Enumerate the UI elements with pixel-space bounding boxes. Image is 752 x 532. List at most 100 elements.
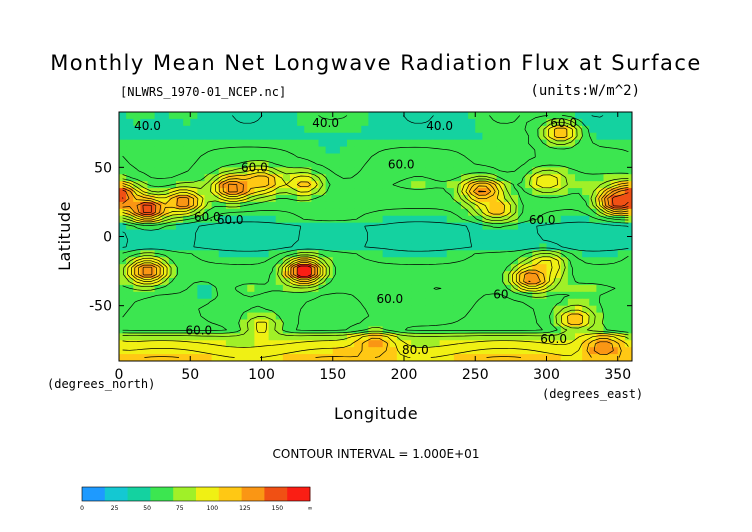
heatmap-cell [304, 250, 312, 258]
heatmap-cell [190, 291, 198, 300]
heatmap-cell [453, 264, 462, 272]
heatmap-cell [432, 278, 441, 286]
heatmap-cell [168, 354, 177, 361]
heatmap-cell [610, 112, 619, 120]
heatmap-cell [553, 132, 562, 141]
heatmap-cell [553, 243, 562, 251]
heatmap-cell [325, 319, 334, 328]
heatmap-cell [368, 319, 377, 328]
heatmap-cell [382, 264, 391, 272]
heatmap-cell [161, 118, 170, 127]
heatmap-cell [254, 132, 263, 141]
heatmap-cell [404, 347, 412, 355]
heatmap-cell [233, 250, 241, 258]
heatmap-cell [589, 118, 597, 127]
heatmap-cell [603, 174, 612, 182]
contour-label: 40.0 [312, 116, 339, 130]
heatmap-cell [461, 167, 469, 175]
heatmap-cell [347, 236, 355, 245]
heatmap-cell [368, 167, 377, 175]
heatmap-cell [268, 236, 277, 245]
heatmap-cell [553, 229, 562, 238]
contour-line [122, 181, 629, 355]
heatmap-cell [161, 340, 170, 348]
heatmap-cell [539, 132, 548, 141]
heatmap-cell [389, 188, 398, 196]
heatmap-cell [147, 118, 156, 127]
heatmap-cell [532, 139, 540, 148]
heatmap-cell [468, 222, 476, 231]
heatmap-cell [282, 167, 291, 175]
heatmap-cell [218, 236, 227, 245]
heatmap-cell [147, 132, 156, 141]
heatmap-cell [582, 201, 590, 210]
heatmap-cell [375, 257, 384, 265]
heatmap-cell [603, 112, 612, 120]
heatmap-cell [610, 174, 619, 182]
heatmap-cell [147, 284, 156, 293]
heatmap-cell [318, 257, 327, 265]
heatmap-cell [603, 305, 612, 314]
heatmap-cell [290, 195, 298, 203]
heatmap-cell [425, 229, 434, 238]
heatmap-cell [275, 333, 284, 341]
heatmap-cell [461, 319, 469, 328]
heatmap-cell [589, 347, 597, 355]
heatmap-cell [453, 347, 462, 355]
colorbar-frame [81, 486, 311, 502]
heatmap-cell [304, 146, 312, 155]
heatmap-cell [147, 291, 156, 300]
heatmap-cell [532, 112, 540, 120]
heatmap-cell [240, 250, 248, 258]
heatmap-cell [247, 243, 255, 251]
heatmap-cell [218, 181, 227, 189]
heatmap-cell [361, 229, 369, 238]
y-axis-label: Latitude [55, 201, 74, 271]
heatmap-cell [133, 271, 141, 279]
heatmap-cell [147, 174, 156, 182]
heatmap-cell [197, 132, 206, 141]
heatmap-cell [225, 340, 234, 348]
heatmap-cell [518, 215, 526, 224]
heatmap-cell [382, 215, 391, 224]
heatmap-cell [396, 312, 405, 321]
heatmap-cell [168, 153, 177, 162]
heatmap-cell [482, 284, 491, 293]
heatmap-cell [304, 132, 312, 141]
heatmap-cell [624, 146, 632, 155]
heatmap-cell [154, 112, 163, 120]
heatmap-cell [154, 201, 163, 210]
heatmap-cell [354, 139, 362, 148]
heatmap-cell [211, 333, 220, 341]
heatmap-cell [154, 298, 163, 307]
heatmap-cell [446, 250, 455, 258]
heatmap-cell [354, 340, 362, 348]
heatmap-cell [375, 146, 384, 155]
heatmap-cell [446, 195, 455, 203]
heatmap-cell [297, 174, 305, 182]
heatmap-cell [389, 112, 398, 120]
heatmap-cell [432, 333, 441, 341]
heatmap-cell [496, 319, 505, 328]
heatmap-cell [183, 118, 191, 127]
heatmap-cell [147, 125, 156, 134]
heatmap-cell [282, 264, 291, 272]
heatmap-cell [553, 312, 562, 321]
heatmap-cell [268, 132, 277, 141]
heatmap-cell [432, 201, 441, 210]
heatmap-cell [140, 174, 149, 182]
heatmap-cell [240, 118, 248, 127]
heatmap-cell [218, 271, 227, 279]
heatmap-cell [432, 340, 441, 348]
heatmap-cell [247, 215, 255, 224]
heatmap-cell [247, 257, 255, 265]
heatmap-cell [261, 340, 270, 348]
heatmap-cell [396, 340, 405, 348]
heatmap-cell [290, 208, 298, 217]
heatmap-cell [582, 291, 590, 300]
heatmap-cell [411, 139, 419, 148]
heatmap-cell [275, 174, 284, 182]
heatmap-cell [325, 229, 334, 238]
heatmap-cell [261, 132, 270, 141]
heatmap-cell [461, 195, 469, 203]
